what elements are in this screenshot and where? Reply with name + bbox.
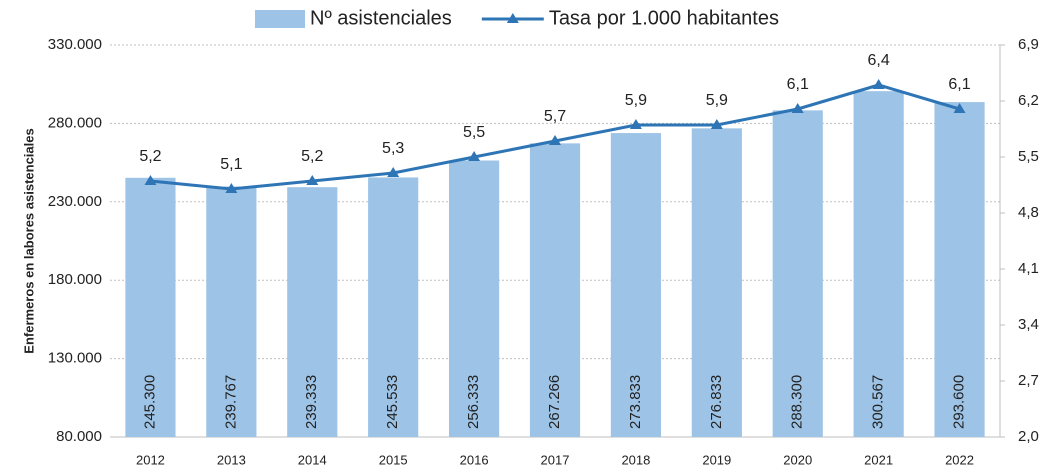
legend-label: Tasa por 1.000 habitantes	[549, 7, 779, 29]
bar	[772, 110, 823, 438]
line-marker	[468, 151, 481, 161]
line-value-label: 5,9	[625, 92, 647, 109]
y2-tick-label: 6,9	[1018, 36, 1039, 53]
bar	[125, 177, 176, 437]
line-value-label: 5,1	[220, 156, 242, 173]
x-tick-label: 2014	[298, 452, 327, 467]
bar-value-label: 245.533	[384, 375, 401, 429]
line-marker	[306, 175, 319, 185]
bar-value-label: 273.833	[627, 375, 644, 429]
bar	[853, 91, 904, 438]
y2-tick-label: 2,7	[1018, 372, 1039, 389]
line-marker	[629, 119, 642, 129]
line-value-label: 5,5	[463, 124, 485, 141]
line-value-label: 6,4	[868, 52, 890, 69]
y-tick-label: 280.000	[48, 114, 102, 131]
x-tick-label: 2021	[864, 452, 893, 467]
bar	[691, 128, 742, 438]
x-tick-label: 2017	[541, 452, 570, 467]
bar	[529, 143, 581, 437]
line-marker	[953, 103, 966, 113]
bar-value-label: 267.266	[546, 375, 563, 429]
x-tick-label: 2015	[379, 452, 408, 467]
line-value-label: 6,1	[787, 76, 809, 93]
bar	[368, 177, 419, 437]
legend-swatch	[255, 10, 305, 28]
x-tick-label: 2016	[460, 452, 489, 467]
line-marker	[225, 183, 238, 193]
x-tick-label: 2020	[783, 452, 812, 467]
bar-value-label: 245.300	[141, 375, 158, 429]
bar	[287, 187, 338, 437]
line-marker	[387, 167, 400, 177]
x-tick-label: 2013	[217, 452, 246, 467]
line-value-label: 5,2	[139, 148, 161, 165]
y-tick-label: 80.000	[56, 428, 102, 445]
line-marker	[549, 135, 561, 145]
line-value-label: 6,1	[948, 76, 970, 93]
x-tick-label: 2022	[945, 452, 974, 467]
x-tick-label: 2018	[621, 452, 650, 467]
line-value-label: 5,9	[706, 92, 728, 109]
x-tick-label: 2012	[136, 452, 165, 467]
bar	[934, 102, 985, 438]
y2-tick-label: 2,0	[1018, 428, 1039, 445]
bar-value-label: 239.767	[222, 375, 239, 429]
bar-value-label: 276.833	[708, 375, 725, 429]
bar-value-label: 256.333	[465, 375, 482, 429]
bar-value-label: 300.567	[870, 375, 887, 429]
legend-marker	[506, 13, 519, 23]
legend-label: Nº asistenciales	[310, 7, 452, 29]
line-value-label: 5,3	[382, 140, 404, 157]
y2-tick-label: 3,4	[1018, 316, 1039, 333]
line-value-label: 5,7	[544, 108, 566, 125]
y2-tick-label: 4,1	[1018, 260, 1039, 277]
y-tick-label: 330.000	[48, 36, 102, 53]
bar-value-label: 293.600	[951, 375, 968, 429]
y2-tick-label: 4,8	[1018, 204, 1039, 221]
line-value-label: 5,2	[301, 148, 323, 165]
bar	[449, 160, 500, 437]
bar-value-label: 239.333	[303, 375, 320, 429]
line-marker	[872, 79, 885, 89]
bar-value-label: 288.300	[789, 375, 806, 429]
y-axis-title: Enfermeros en labores asistenciales	[21, 128, 36, 353]
line-marker	[144, 175, 157, 185]
y-tick-label: 230.000	[48, 193, 102, 210]
y2-tick-label: 5,5	[1018, 148, 1039, 165]
bar	[610, 133, 661, 437]
y-tick-label: 180.000	[48, 271, 102, 288]
bar	[206, 186, 257, 437]
x-tick-label: 2019	[702, 452, 731, 467]
line-marker	[791, 103, 804, 113]
y2-tick-label: 6,2	[1018, 92, 1039, 109]
y-tick-label: 130.000	[48, 350, 102, 367]
line-marker	[710, 119, 723, 129]
